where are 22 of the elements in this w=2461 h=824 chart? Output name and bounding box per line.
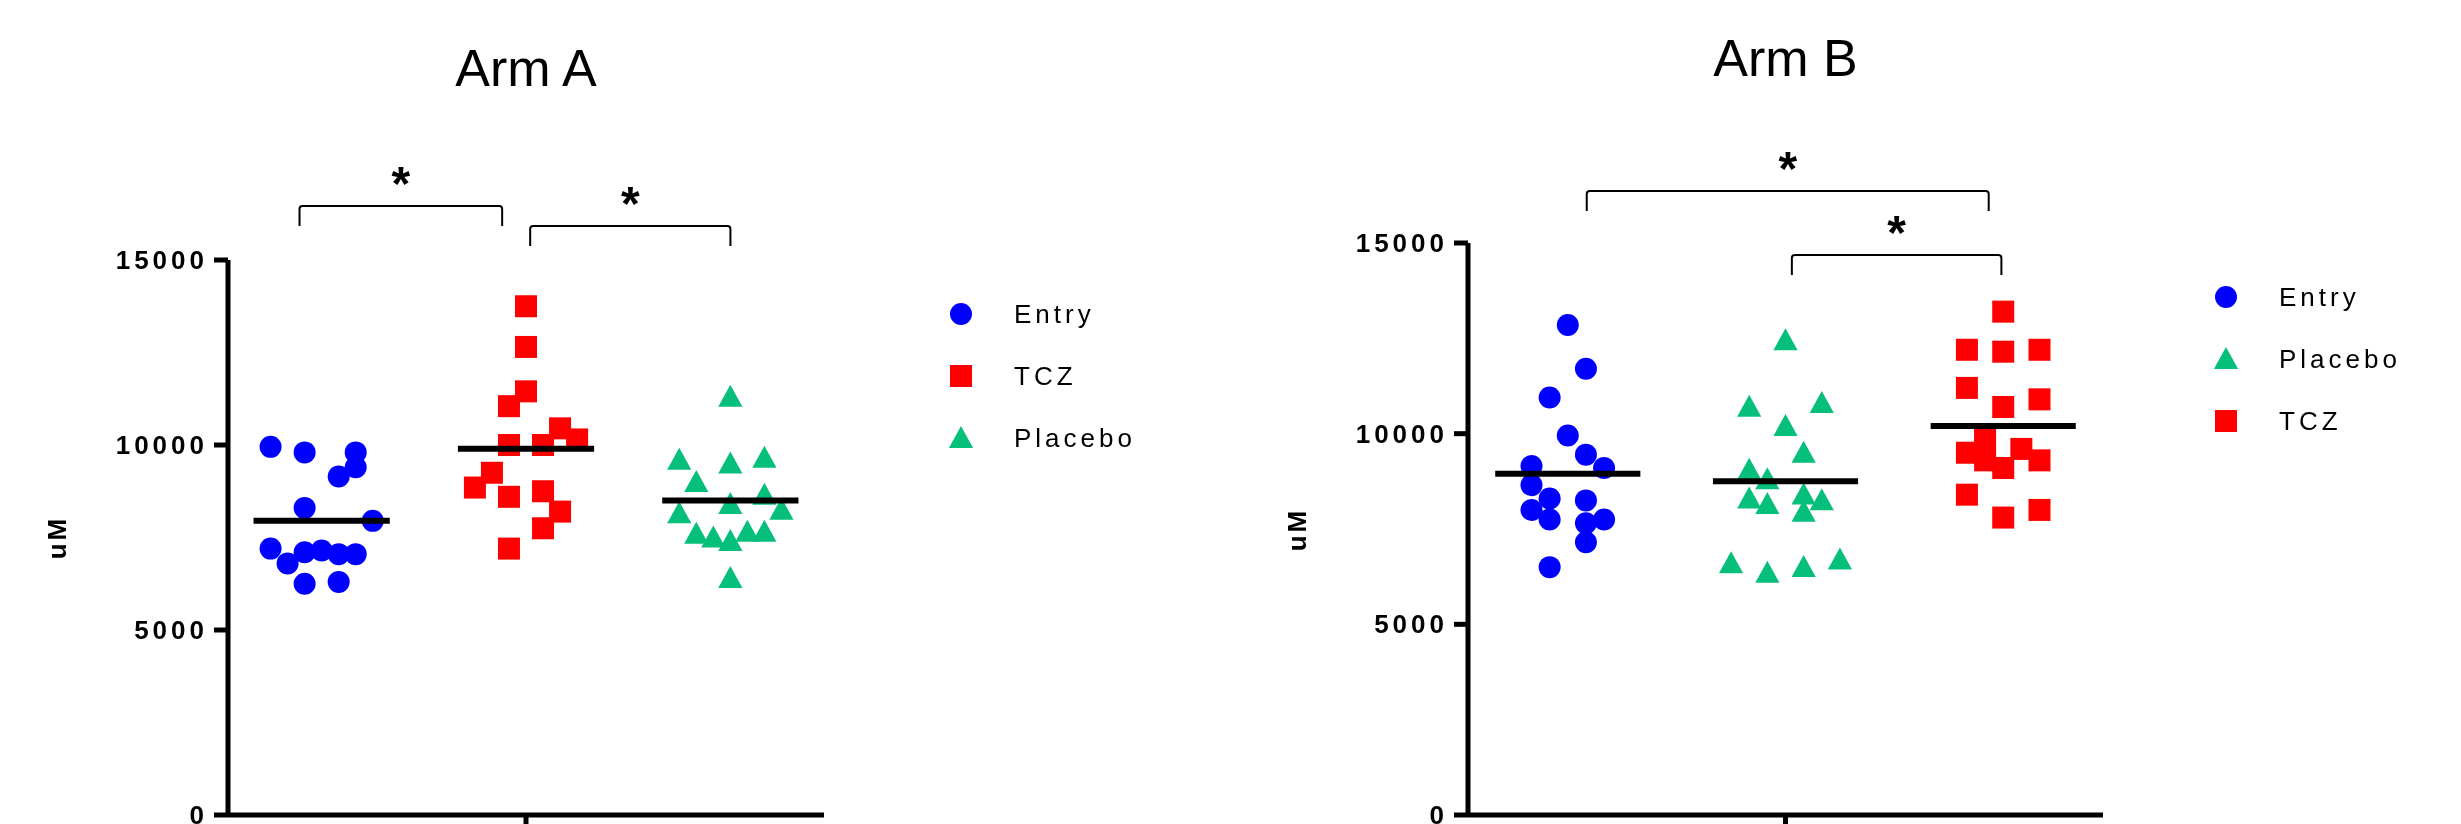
chart-title: Arm A — [454, 38, 598, 98]
y-tick-label: 0 — [1429, 800, 1448, 824]
text: * — [391, 157, 411, 210]
legend-label: TCZ — [2279, 405, 2342, 437]
y-tick-label: 0 — [189, 800, 208, 824]
y-tick-label: 15000 — [1355, 228, 1448, 258]
y-tick-label: 5000 — [1374, 609, 1448, 640]
y-axis-title: uM — [1282, 507, 1314, 551]
annotation: * — [1887, 206, 1907, 259]
y-tick-label: 5000 — [134, 615, 208, 645]
y-tick-label: 15000 — [115, 245, 208, 275]
y-tick-label: 10000 — [115, 430, 208, 460]
legend-label: Entry — [1014, 298, 1095, 330]
legend-label: Entry — [2279, 281, 2360, 313]
text: * — [1778, 142, 1798, 195]
legend-label: TCZ — [1014, 360, 1077, 392]
y-tick-label: 10000 — [1355, 418, 1448, 449]
legend-label: Placebo — [2279, 343, 2401, 375]
text: * — [620, 177, 640, 230]
chart-title: Arm B — [1712, 28, 1859, 88]
y-axis-title: uM — [42, 515, 74, 560]
legend-label: Placebo — [1014, 422, 1136, 454]
